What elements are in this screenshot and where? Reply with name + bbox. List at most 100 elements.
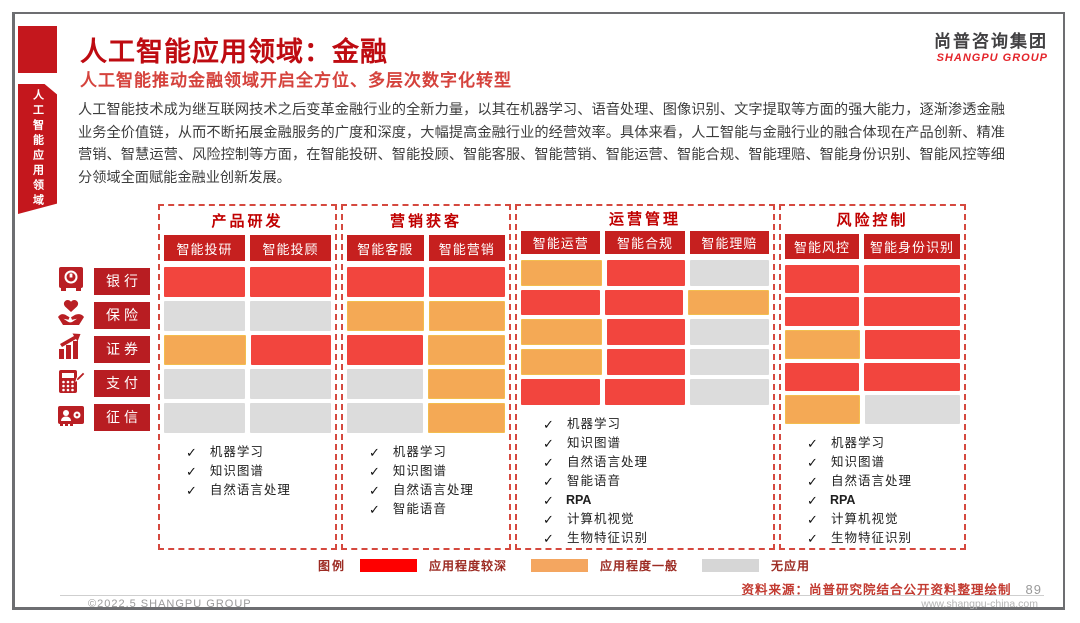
matrix-group: 风险控制 智能风控 智能身份识别 ✓ 机器学习 ✓ 知识图谱 ✓ 自然语言处理 ✓ RPA ✓ 计算机视… [779, 204, 966, 550]
row-label-badge: 保险 [94, 301, 150, 329]
row-label-badge: 征信 [94, 403, 150, 431]
matrix-cell [606, 259, 686, 286]
check-icon: ✓ [368, 483, 381, 498]
matrix-cell-row [343, 299, 509, 333]
check-icon: ✓ [186, 464, 198, 479]
footer-divider [60, 595, 1044, 596]
checklist-item-label: 自然语言处理 [830, 474, 912, 488]
matrix-cell-row [517, 317, 773, 347]
check-icon: ✓ [543, 473, 555, 489]
checklist-item: ✓ 自然语言处理 [186, 481, 333, 500]
group-column-headers: 智能风控 智能身份识别 [781, 233, 964, 263]
column-header: 智能运营 [521, 231, 601, 254]
matrix-cell [249, 301, 331, 331]
matrix-cell [521, 259, 602, 286]
legend-item: 应用程度较深 [360, 557, 507, 574]
matrix-cell [690, 319, 770, 346]
matrix-cell [346, 369, 423, 399]
matrix-cell [785, 264, 859, 294]
matrix-cell [427, 335, 506, 365]
body-paragraph: 人工智能技术成为继互联网技术之后变革金融行业的全新力量，以其在机器学习、语音处理… [78, 102, 1005, 186]
matrix-cell [428, 301, 506, 331]
checklist-item-label: 计算机视觉 [830, 512, 899, 526]
group-tech-checklist: ✓ 机器学习 ✓ 知识图谱 ✓ 自然语言处理 ✓ RPA ✓ 计算机视觉 ✓ 生物特征识别 [781, 426, 964, 548]
group-tech-checklist: ✓ 机器学习 ✓ 知识图谱 ✓ 自然语言处理 ✓ 智能语音 ✓ RPA ✓ 计算机视觉 ✓ 生物特征识别 [517, 407, 773, 548]
matrix-cell [689, 379, 770, 405]
checklist-item: ✓ 知识图谱 [543, 434, 771, 453]
column-header: 智能身份识别 [863, 233, 960, 259]
matrix-cell-row [517, 288, 773, 318]
matrix-cell [863, 362, 960, 392]
checklist-item-label: 知识图谱 [209, 464, 264, 478]
matrix-cell [521, 349, 602, 376]
matrix-cell-row [343, 401, 509, 435]
matrix-cell [785, 395, 861, 424]
page-title: 人工智能应用领域：金融 [80, 37, 388, 67]
matrix-cell-row [160, 401, 335, 435]
matrix-cell [865, 329, 960, 359]
copyright-text: ©2022.5 SHANGPU GROUP [88, 598, 252, 610]
matrix-row-labels: 银行保险证券支付征信 [56, 264, 150, 434]
check-icon: ✓ [543, 435, 555, 451]
matrix-cell [865, 395, 960, 424]
check-icon: ✓ [807, 531, 819, 546]
column-header: 智能客服 [346, 235, 424, 261]
checklist-item-label: 自然语言处理 [392, 483, 474, 497]
matrix-row-label: 保险 [56, 298, 150, 332]
checklist-item-label: 智能语音 [566, 473, 621, 488]
id-card-icon [56, 400, 86, 435]
legend-item: 应用程度一般 [531, 557, 678, 574]
page-subtitle: 人工智能推动金融领域开启全方位、多层次数字化转型 [80, 71, 512, 90]
matrix-cell [346, 301, 424, 331]
checklist-item-label: 自然语言处理 [566, 454, 648, 469]
check-icon: ✓ [807, 436, 819, 451]
matrix-cell-row [781, 328, 964, 361]
matrix-cell-row [517, 347, 773, 377]
matrix-cell-row [781, 295, 964, 328]
matrix-cell-row [160, 333, 335, 367]
checklist-item: ✓ RPA [807, 491, 962, 510]
matrix-cell-row [517, 377, 773, 407]
legend: 图例 应用程度较深 应用程度一般 无应用 [318, 557, 834, 574]
row-label-badge: 支付 [94, 369, 150, 397]
page-number: 89 [1025, 582, 1042, 597]
chapter-ribbon-label: 人工智能应用领域 [31, 89, 44, 209]
check-icon: ✓ [543, 492, 554, 508]
matrix-row-label: 银行 [56, 264, 150, 298]
matrix-cell [863, 264, 960, 294]
group-title: 风险控制 [836, 212, 909, 230]
group-column-headers: 智能客服 智能营销 [343, 234, 509, 265]
matrix-cell-row [160, 367, 335, 401]
matrix-group: 产品研发 智能投研 智能投顾 ✓ 机器学习 ✓ 知识图谱 ✓ 自然语言处理 [158, 204, 337, 550]
matrix-cell [249, 267, 331, 297]
matrix-cell [249, 403, 331, 433]
checklist-item: ✓ 智能语音 [369, 500, 507, 519]
matrix-cell [863, 297, 960, 326]
check-icon: ✓ [807, 493, 818, 508]
checklist-item: ✓ 机器学习 [543, 415, 771, 434]
checklist-item: ✓ 智能语音 [543, 472, 771, 491]
matrix-cell [346, 403, 423, 433]
matrix-cell-row [517, 258, 773, 288]
matrix-group: 运营管理 智能运营 智能合规 智能理赔 ✓ 机器学习 ✓ 知识图谱 ✓ 自然语言处理 ✓ 智能语音 ✓ R… [515, 204, 776, 550]
matrix-cell [606, 319, 686, 346]
column-header: 智能营销 [428, 235, 506, 261]
red-square-decoration [18, 26, 57, 73]
matrix-cell [606, 349, 686, 376]
group-title: 运营管理 [609, 211, 682, 229]
checklist-item-label: 智能语音 [392, 502, 447, 516]
check-icon: ✓ [186, 445, 198, 460]
matrix-cell [164, 369, 245, 399]
matrix-cell [249, 369, 331, 399]
group-tech-checklist: ✓ 机器学习 ✓ 知识图谱 ✓ 自然语言处理 [160, 435, 335, 500]
check-icon: ✓ [543, 416, 555, 432]
checklist-item-label: 机器学习 [566, 416, 621, 431]
company-logo-cn: 尚普咨询集团 [934, 32, 1048, 51]
website-link[interactable]: www.shangpu-china.com [921, 598, 1038, 610]
matrix-cell [164, 335, 246, 365]
safe-icon [56, 264, 86, 299]
matrix-cell [346, 335, 423, 365]
matrix-cell [521, 289, 600, 316]
matrix-cell [427, 403, 506, 433]
matrix-row-label: 证券 [56, 332, 150, 366]
